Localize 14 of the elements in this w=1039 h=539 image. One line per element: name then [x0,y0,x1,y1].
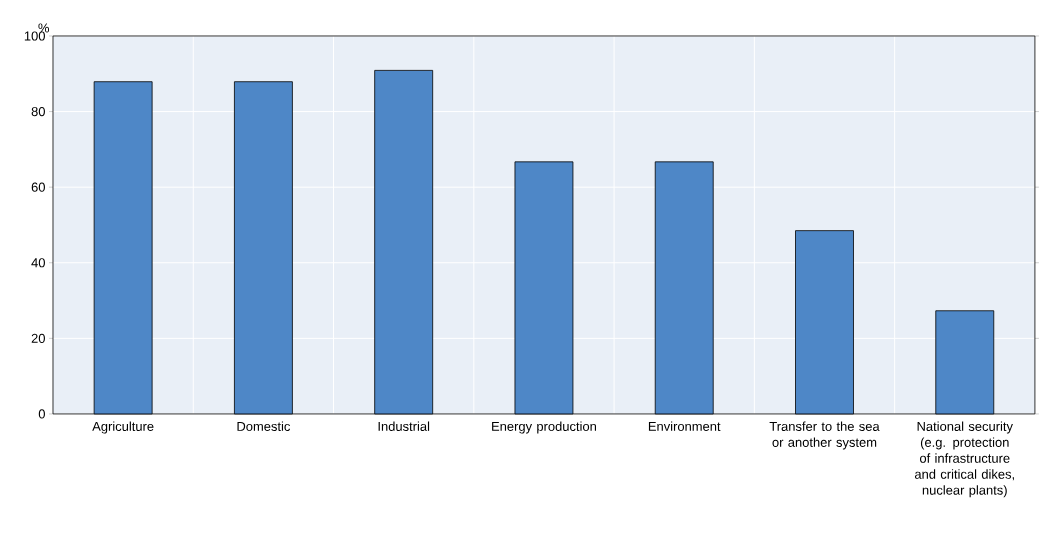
y-tick-label: 40 [31,258,45,268]
y-axis-title: % [38,23,50,33]
y-tick-label: 20 [31,333,45,343]
y-tick-label: 60 [31,182,45,192]
y-tick-label: 100 [24,31,45,41]
y-tick-label: 0 [38,409,45,419]
x-tick-label: Transfer to the sea or another system [769,421,880,450]
x-tick-label: Domestic [237,421,291,432]
x-tick-label: Energy production [492,421,596,434]
x-tick-label: Agriculture [92,421,154,434]
x-tick-label: National security (e.g. protection of infrastructure and critical dikes, nuclear plants) [914,421,1014,498]
x-tick-label: Environment [648,421,721,432]
x-tick-label: Industrial [378,421,430,432]
y-tick-label: 80 [31,107,45,117]
